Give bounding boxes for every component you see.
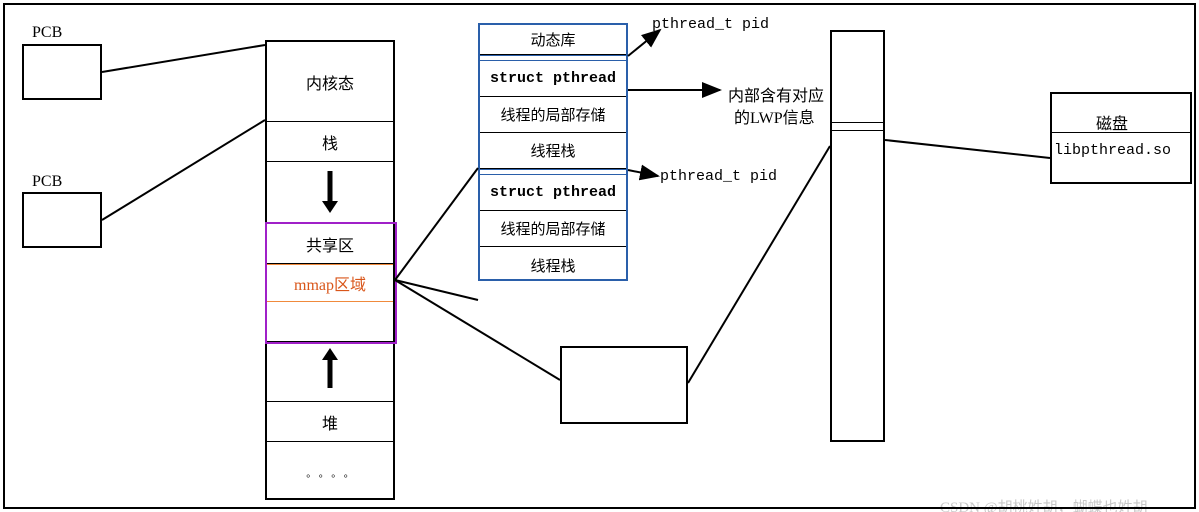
right-stack: [830, 30, 885, 442]
thread-column: 动态库struct pthread线程的局部存储线程栈struct pthrea…: [478, 23, 628, 281]
thread-row-2: struct pthread: [480, 61, 626, 97]
mem-row-3: 共享区: [267, 224, 393, 264]
mem-row-0: 内核态: [267, 42, 393, 122]
disk-label: 磁盘: [1096, 110, 1128, 134]
mem-row-6: [267, 342, 393, 402]
mem-row-1: 栈: [267, 122, 393, 162]
label-pid2: pthread_t pid: [660, 168, 777, 185]
arrow-up-icon: [318, 346, 342, 397]
pcb-label-2: PCB: [32, 173, 62, 191]
disk-lib-label: libpthread.so: [1054, 142, 1171, 159]
mem-row-4: mmap区域: [267, 264, 393, 302]
thread-row-8: 线程栈: [480, 247, 626, 283]
thread-row-6: struct pthread: [480, 175, 626, 211]
thread-row-4: 线程栈: [480, 133, 626, 169]
watermark: CSDN @胡桃姓胡，蝴蝶也姓胡: [940, 496, 1148, 512]
pcb-label-1: PCB: [32, 24, 62, 42]
mem-row-2: [267, 162, 393, 224]
mem-row-7: 堆: [267, 402, 393, 442]
disk-box: [1050, 92, 1192, 184]
pcb-box-1: [22, 44, 102, 100]
thread-row-0: 动态库: [480, 25, 626, 55]
thread-row-7: 线程的局部存储: [480, 211, 626, 247]
small-box: [560, 346, 688, 424]
label-lwp1: 内部含有对应: [728, 82, 824, 106]
label-lwp2: 的LWP信息: [734, 104, 815, 128]
memory-column: 内核态栈共享区mmap区域堆。 。 。 。: [265, 40, 395, 500]
thread-row-3: 线程的局部存储: [480, 97, 626, 133]
arrow-down-icon: [318, 167, 342, 218]
mem-row-8: 。 。 。 。: [267, 442, 393, 502]
pcb-box-2: [22, 192, 102, 248]
label-pid1: pthread_t pid: [652, 16, 769, 33]
mem-row-5: [267, 302, 393, 342]
